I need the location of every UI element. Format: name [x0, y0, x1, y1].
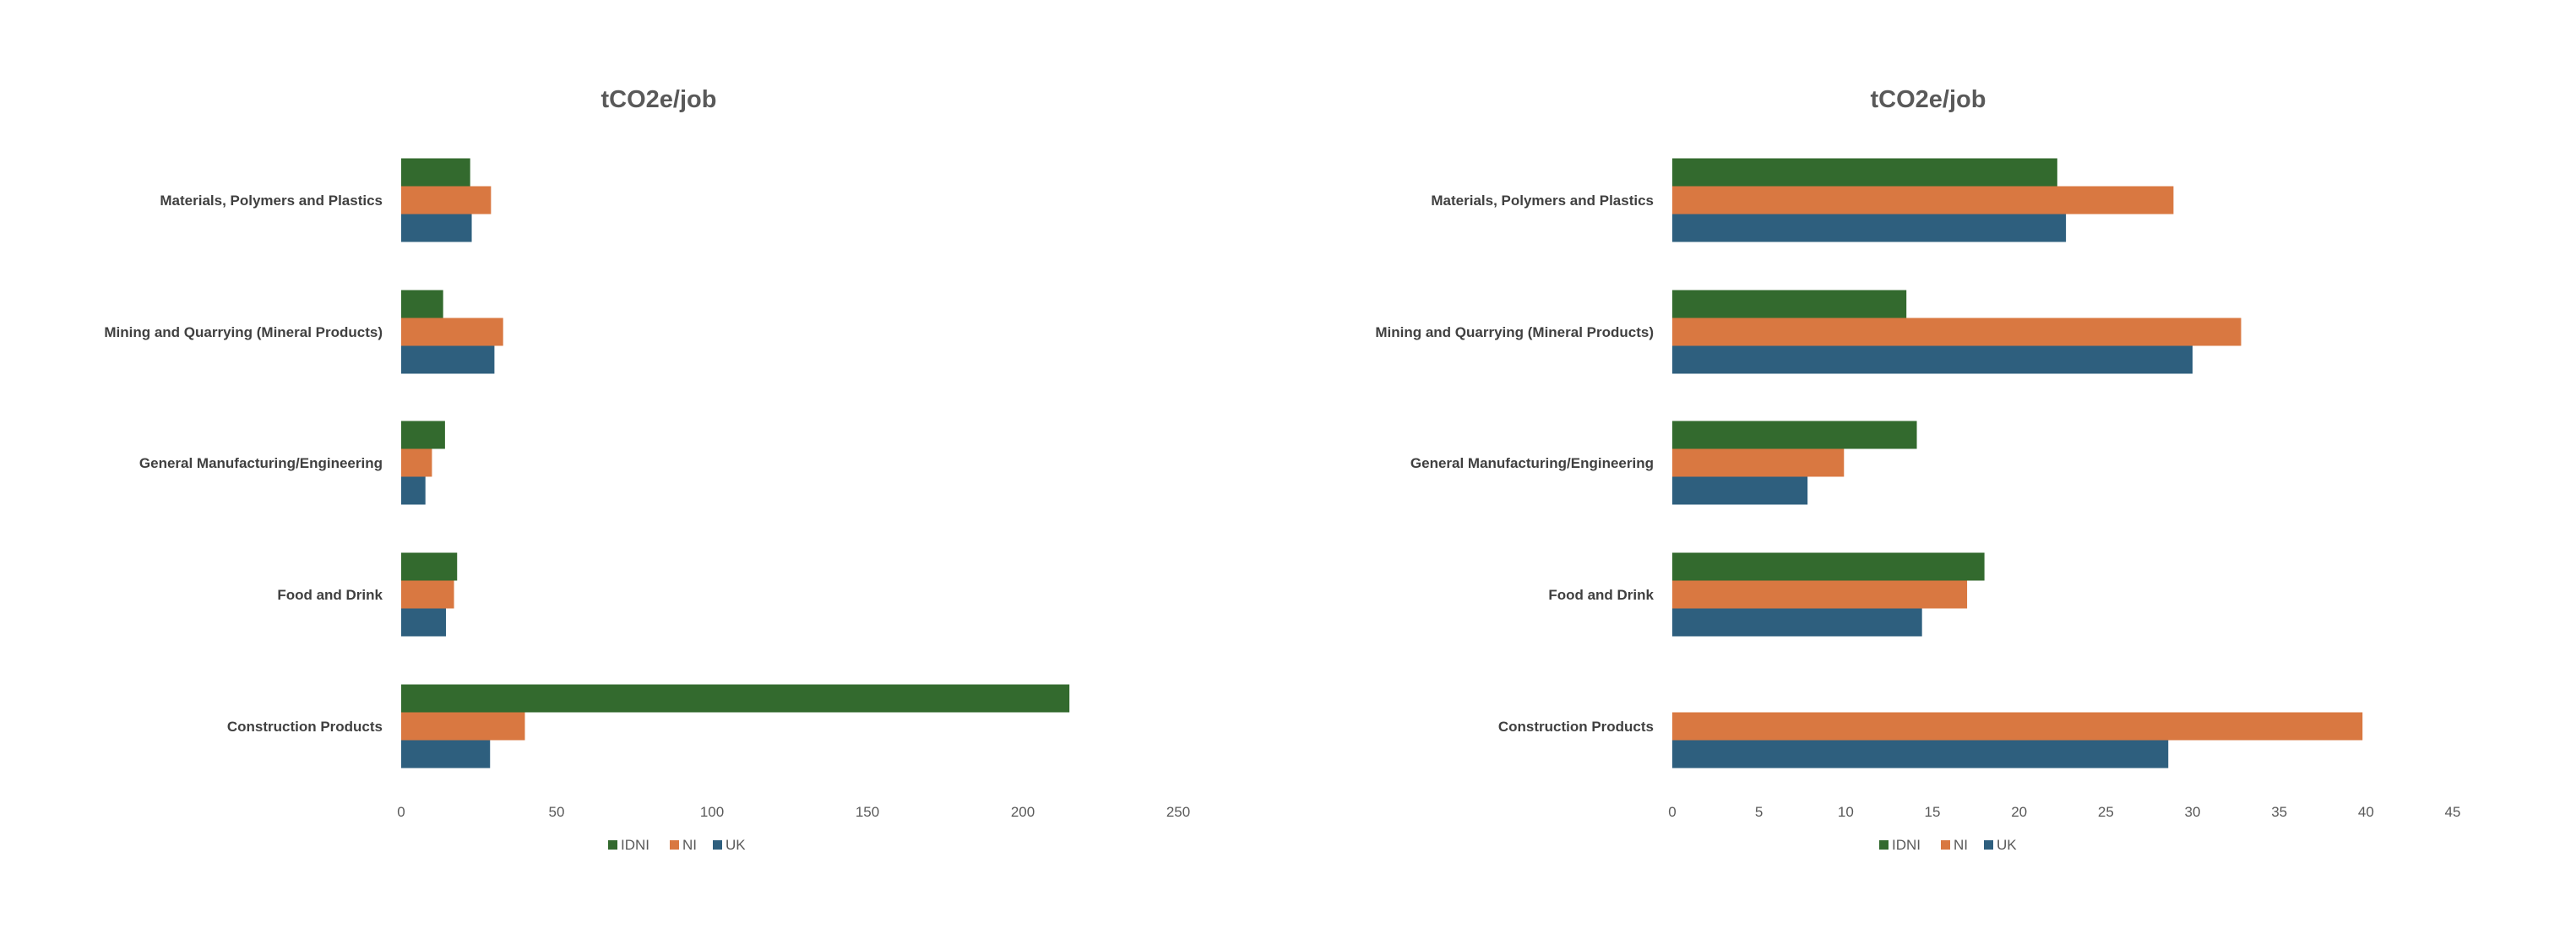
bar-idni — [1672, 290, 1907, 318]
category-label: Mining and Quarrying (Mineral Products) — [104, 324, 383, 340]
chart-title: tCO2e/job — [601, 86, 717, 113]
legend-label: IDNI — [621, 837, 649, 853]
category-label: Food and Drink — [277, 587, 383, 603]
bar-ni — [1672, 186, 2174, 214]
chart-1: tCO2e/job Materials, Polymers and Plastic… — [104, 86, 1190, 853]
bar-uk — [401, 608, 446, 637]
legend-swatch-idni — [608, 840, 617, 850]
x-tick-label: 100 — [700, 804, 724, 820]
legend-swatch-idni — [1879, 840, 1889, 850]
bar-ni — [401, 580, 454, 609]
category-label: Mining and Quarrying (Mineral Products) — [1375, 324, 1654, 340]
bar-idni — [401, 552, 458, 581]
bar-idni — [401, 684, 1070, 713]
bar-uk — [401, 740, 491, 768]
chart-title: tCO2e/job — [1871, 86, 1986, 113]
bar-uk — [1672, 214, 2067, 242]
legend-label: IDNI — [1892, 837, 1921, 853]
bar-idni — [1672, 552, 1985, 581]
x-tick-label: 10 — [1838, 804, 1854, 820]
legend-swatch-uk — [1984, 840, 1993, 850]
bar-idni — [1672, 421, 1917, 449]
bar-idni — [401, 158, 470, 187]
bar-idni — [401, 421, 445, 449]
x-tick-label: 250 — [1166, 804, 1190, 820]
category-label: Construction Products — [1498, 719, 1654, 735]
x-tick-label: 20 — [2011, 804, 2027, 820]
category-label: Food and Drink — [1548, 587, 1654, 603]
legend-swatch-uk — [713, 840, 722, 850]
x-tick-label: 45 — [2445, 804, 2461, 820]
legend-label: NI — [682, 837, 697, 853]
legend-label: NI — [1954, 837, 1968, 853]
bar-ni — [1672, 448, 1845, 477]
category-label: Materials, Polymers and Plastics — [160, 193, 383, 209]
x-tick-label: 150 — [856, 804, 879, 820]
bar-uk — [401, 476, 426, 505]
bar-uk — [401, 345, 495, 374]
legend-label: UK — [1997, 837, 2017, 853]
x-tick-label: 200 — [1011, 804, 1035, 820]
chart-2: tCO2e/job Materials, Polymers and Plastic… — [1375, 86, 2460, 853]
legend-label: UK — [726, 837, 746, 853]
bar-uk — [1672, 608, 1922, 637]
x-tick-label: 0 — [1668, 804, 1676, 820]
x-tick-label: 50 — [549, 804, 565, 820]
bar-idni — [401, 290, 443, 318]
x-tick-label: 0 — [397, 804, 405, 820]
bar-uk — [1672, 345, 2193, 374]
bar-ni — [1672, 712, 2363, 741]
category-label: General Manufacturing/Engineering — [139, 455, 383, 471]
x-tick-label: 25 — [2098, 804, 2114, 820]
bar-idni — [1672, 158, 2057, 187]
bar-ni — [401, 448, 432, 477]
legend-swatch-ni — [670, 840, 679, 850]
legend-swatch-ni — [1941, 840, 1950, 850]
bar-uk — [401, 214, 472, 242]
x-tick-label: 30 — [2185, 804, 2201, 820]
category-label: General Manufacturing/Engineering — [1410, 455, 1654, 471]
bar-ni — [401, 712, 525, 741]
x-tick-label: 5 — [1755, 804, 1763, 820]
bar-uk — [1672, 740, 2169, 768]
category-label: Materials, Polymers and Plastics — [1431, 193, 1654, 209]
bar-ni — [1672, 318, 2242, 346]
x-tick-label: 15 — [1925, 804, 1941, 820]
category-label: Construction Products — [227, 719, 383, 735]
bar-ni — [1672, 580, 1968, 609]
bar-ni — [401, 186, 492, 214]
x-tick-label: 40 — [2358, 804, 2374, 820]
bar-uk — [1672, 476, 1808, 505]
x-tick-label: 35 — [2271, 804, 2287, 820]
bar-ni — [401, 318, 503, 346]
